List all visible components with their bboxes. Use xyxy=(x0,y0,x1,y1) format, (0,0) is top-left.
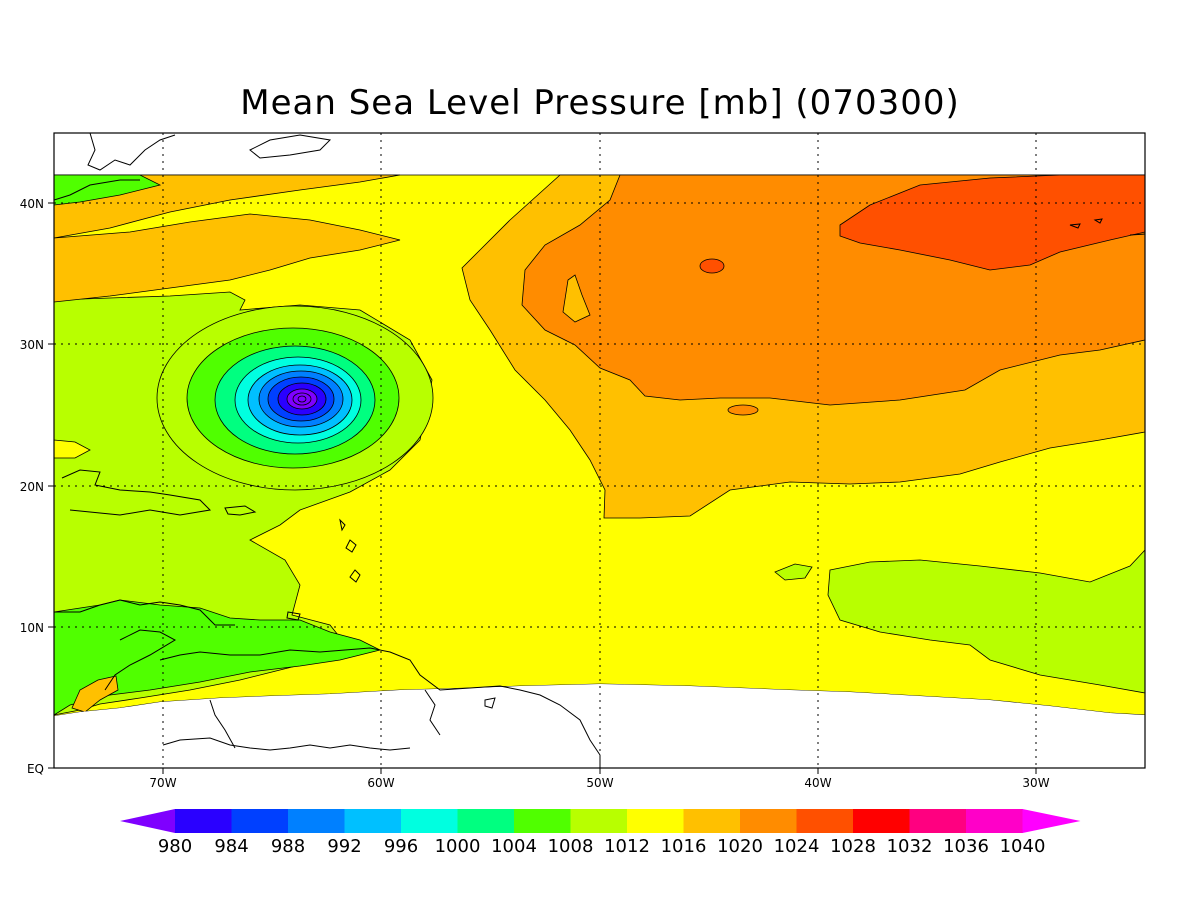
lon-tick-40w: 40W xyxy=(804,776,831,790)
colorbar: 980 984 988 992 996 1000 1004 1008 1012 1016 1020 1… xyxy=(120,809,1081,857)
colorbar-label: 1028 xyxy=(830,836,876,857)
graticule xyxy=(54,133,1145,768)
no-data-south xyxy=(54,684,1145,768)
colorbar-label: 1008 xyxy=(548,836,594,857)
colorbar-swatch xyxy=(909,809,967,833)
colorbar-arrow-high xyxy=(1022,809,1081,833)
colorbar-label: 1032 xyxy=(887,836,933,857)
colorbar-label: 1004 xyxy=(491,836,537,857)
colorbar-label: 1040 xyxy=(1000,836,1046,857)
colorbar-swatch xyxy=(288,809,345,833)
colorbar-swatch xyxy=(627,809,684,833)
lon-tick-70w: 70W xyxy=(149,776,176,790)
tick-marks xyxy=(48,202,1037,774)
coastlines xyxy=(54,133,1145,768)
low-center-core xyxy=(297,395,307,403)
colorbar-label: 992 xyxy=(327,836,361,857)
colorbar-swatch xyxy=(401,809,458,833)
lat-tick-30n: 30N xyxy=(20,338,44,352)
colorbar-label: 1036 xyxy=(943,836,989,857)
lat-tick-eq: EQ xyxy=(27,762,44,776)
field-1016-northwest xyxy=(54,174,401,303)
field-1012-bahamas xyxy=(54,439,91,459)
colorbar-label: 1016 xyxy=(661,836,707,857)
colorbar-swatch xyxy=(740,809,797,833)
colorbar-swatch xyxy=(231,809,289,833)
colorbar-label: 1020 xyxy=(717,836,763,857)
colorbar-swatch xyxy=(570,809,628,833)
colorbar-label: 996 xyxy=(384,836,418,857)
colorbar-swatch xyxy=(457,809,515,833)
colorbar-swatch xyxy=(853,809,910,833)
colorbar-label: 1024 xyxy=(774,836,820,857)
pressure-cell-small xyxy=(699,258,725,274)
lat-tick-20n: 20N xyxy=(20,480,44,494)
colorbar-swatch xyxy=(175,809,232,833)
field-1016-inlet xyxy=(562,274,591,323)
field-1016-panama xyxy=(71,675,119,713)
colorbar-label: 1000 xyxy=(435,836,481,857)
colorbar-swatch xyxy=(683,809,741,833)
field-1008-nw-corner xyxy=(54,174,162,206)
lat-tick-40n: 40N xyxy=(20,197,44,211)
lat-tick-10n: 10N xyxy=(20,621,44,635)
field-1008-southeast xyxy=(827,549,1145,694)
pressure-cell-small-2 xyxy=(727,404,759,416)
colorbar-label: 980 xyxy=(158,836,192,857)
field-1004-caribbean xyxy=(54,599,382,716)
colorbar-label: 1012 xyxy=(604,836,650,857)
lon-tick-50w: 50W xyxy=(586,776,613,790)
colorbar-arrow-low xyxy=(120,809,175,833)
field-1024-northeast xyxy=(839,174,1145,271)
colorbar-swatch xyxy=(966,809,1023,833)
colorbar-label: 988 xyxy=(271,836,305,857)
colorbar-swatch xyxy=(796,809,854,833)
lon-tick-30w: 30W xyxy=(1022,776,1049,790)
colorbar-swatch xyxy=(344,809,402,833)
map-title: Mean Sea Level Pressure [mb] (070300) xyxy=(240,83,960,123)
lon-tick-60w: 60W xyxy=(367,776,394,790)
colorbar-swatch xyxy=(514,809,571,833)
colorbar-label: 984 xyxy=(214,836,248,857)
field-1008-island xyxy=(774,563,813,581)
